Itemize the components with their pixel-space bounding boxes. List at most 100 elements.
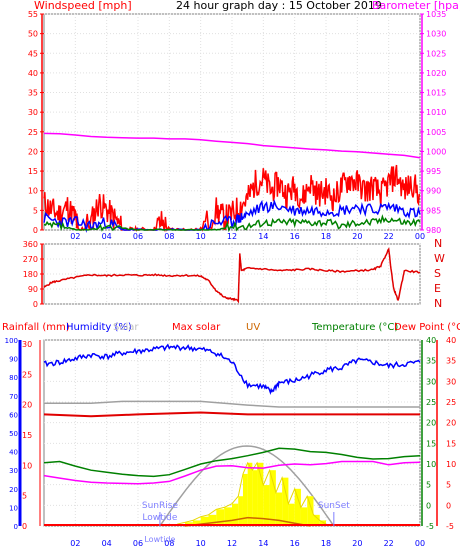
climate-x-tick-label: 00 (415, 539, 425, 548)
humidity-tick-label: 50 (9, 430, 18, 438)
legend-uv: UV (246, 322, 260, 333)
sunset-label: SunSet (318, 501, 350, 511)
wind-x-tick-label: 06 (133, 232, 143, 241)
temperature-tick-label: 0 (426, 501, 431, 510)
direction-letter: N (434, 297, 442, 310)
rain-tick-label: 10 (22, 461, 32, 470)
barometer-tick-label: 1000 (426, 147, 446, 156)
temperature-line (43, 447, 421, 478)
wind-average-line (43, 198, 421, 233)
solar-bar (313, 514, 320, 526)
humidity-tick-label: 90 (9, 356, 18, 364)
temperature-tick-label: 30 (426, 377, 436, 386)
humidity-line (43, 343, 421, 396)
solar-bar (242, 473, 248, 526)
temperature-tick-label: 20 (426, 419, 436, 428)
rain-tick-label: 20 (22, 401, 32, 410)
solar-line (177, 461, 327, 525)
barometer-tick-label: 1020 (426, 69, 446, 78)
solar-bar (269, 470, 276, 526)
wind-x-ticks: 02 04 06 08 10 12 14 16 18 20 22 00 (70, 232, 425, 241)
barometer-tick-label: 1010 (426, 108, 446, 117)
wind-x-tick-label: 04 (102, 232, 112, 241)
temperature-tick-label: 25 (426, 398, 436, 407)
wind-tick-label: 50 (28, 30, 38, 39)
wind-x-tick-label: 20 (352, 232, 362, 241)
barometer-tick-label: 1035 (426, 10, 446, 19)
wind-x-tick-label: 22 (384, 232, 394, 241)
direction-tick-label: 90 (28, 285, 38, 294)
direction-tick-label: 270 (23, 255, 38, 264)
solar-bar (252, 470, 258, 526)
temperature-tick-label: 5 (426, 481, 431, 490)
solar-bar (238, 496, 243, 526)
dew-point-tick-label: 20 (446, 419, 456, 428)
max-solar-level-line (44, 400, 420, 408)
climate-x-tick-label: 08 (164, 539, 174, 548)
humidity-tick-label: 60 (9, 411, 18, 419)
temperature-tick-label: 10 (426, 460, 436, 469)
barometer-y-ticks: 980 985 990 995 1000 1005 1010 1015 1020 1025 1030… (420, 10, 446, 235)
wind-panel: Windspeed [mph] 24 hour graph day : 15 O… (28, 0, 460, 241)
wind-tick-label: 15 (28, 167, 38, 176)
climate-x-tick-label: 06 (133, 539, 143, 548)
dew-point-line (43, 460, 421, 485)
dew-point-tick-label: 0 (446, 501, 451, 510)
rain-tick-label: 5 (22, 492, 27, 501)
lowtide-label: Lowtide (142, 513, 177, 523)
climate-x-tick-label: 20 (352, 539, 362, 548)
solar-bar (282, 477, 289, 526)
humidity-tick-label: 100 (5, 337, 18, 345)
barometer-tick-label: 1005 (426, 128, 446, 137)
wind-y-ticks: 0 5 10 15 20 25 30 35 40 45 50 55 (28, 10, 44, 235)
humidity-tick-label: 80 (9, 374, 18, 382)
direction-letter: W (434, 252, 445, 265)
rain-tick-label: 30 (22, 340, 32, 349)
wind-x-tick-label: 10 (196, 232, 206, 241)
legend-max-solar: Max solar (172, 322, 221, 333)
humidity-tick-label: 0 (14, 523, 18, 531)
climate-x-tick-label: 22 (384, 539, 394, 548)
climate-x-tick-label: 12 (227, 539, 237, 548)
wind-lull-line (43, 214, 421, 233)
wind-x-tick-label: 00 (415, 232, 425, 241)
legend-solar: Solar (113, 322, 139, 333)
wind-tick-label: 20 (28, 147, 38, 156)
temperature-tick-label: 35 (426, 357, 436, 366)
solar-bar (200, 516, 209, 526)
rain-y-ticks: 0 5 10 15 20 25 30 (22, 340, 41, 531)
climate-x-tick-label: 14 (258, 539, 268, 548)
barometer-tick-label: 1015 (426, 89, 446, 98)
dew-point-tick-label: 40 (446, 336, 456, 345)
humidity-tick-label: 20 (9, 486, 18, 494)
temperature-tick-label: -5 (426, 522, 434, 531)
climate-x-tick-label: 16 (290, 539, 300, 548)
red-level-line (43, 411, 420, 418)
barometer-tick-label: 1030 (426, 30, 446, 39)
dew-point-tick-label: 30 (446, 377, 456, 386)
barometer-axis-label: Barometer [hpa] (372, 0, 460, 12)
solar-bar (294, 488, 301, 526)
climate-x-tick-label: 10 (196, 539, 206, 548)
barometer-tick-label: 990 (426, 187, 441, 196)
barometer-tick-label: 985 (426, 206, 441, 215)
humidity-tick-label: 70 (9, 393, 18, 401)
temperature-tick-label: 15 (426, 439, 436, 448)
wind-x-tick-label: 14 (258, 232, 268, 241)
rain-tick-label: 0 (22, 522, 27, 531)
direction-letter: S (434, 267, 441, 280)
wind-tick-label: 25 (28, 128, 38, 137)
direction-tick-label: 180 (23, 270, 38, 279)
solar-bar (307, 496, 314, 526)
legend-dew-point: Dew Point (°C) (394, 322, 460, 333)
wind-tick-label: 40 (28, 69, 38, 78)
climate-panel: Rainfall (mm) Humidity (%) Solar Max sol… (2, 322, 460, 548)
wind-direction-line (43, 247, 421, 304)
sunrise-label: SunRise (142, 501, 179, 511)
solar-bar (288, 503, 295, 526)
wind-tick-label: 35 (28, 89, 38, 98)
solar-bar (216, 509, 225, 526)
solar-bar (247, 462, 253, 526)
solar-bar (208, 514, 217, 526)
